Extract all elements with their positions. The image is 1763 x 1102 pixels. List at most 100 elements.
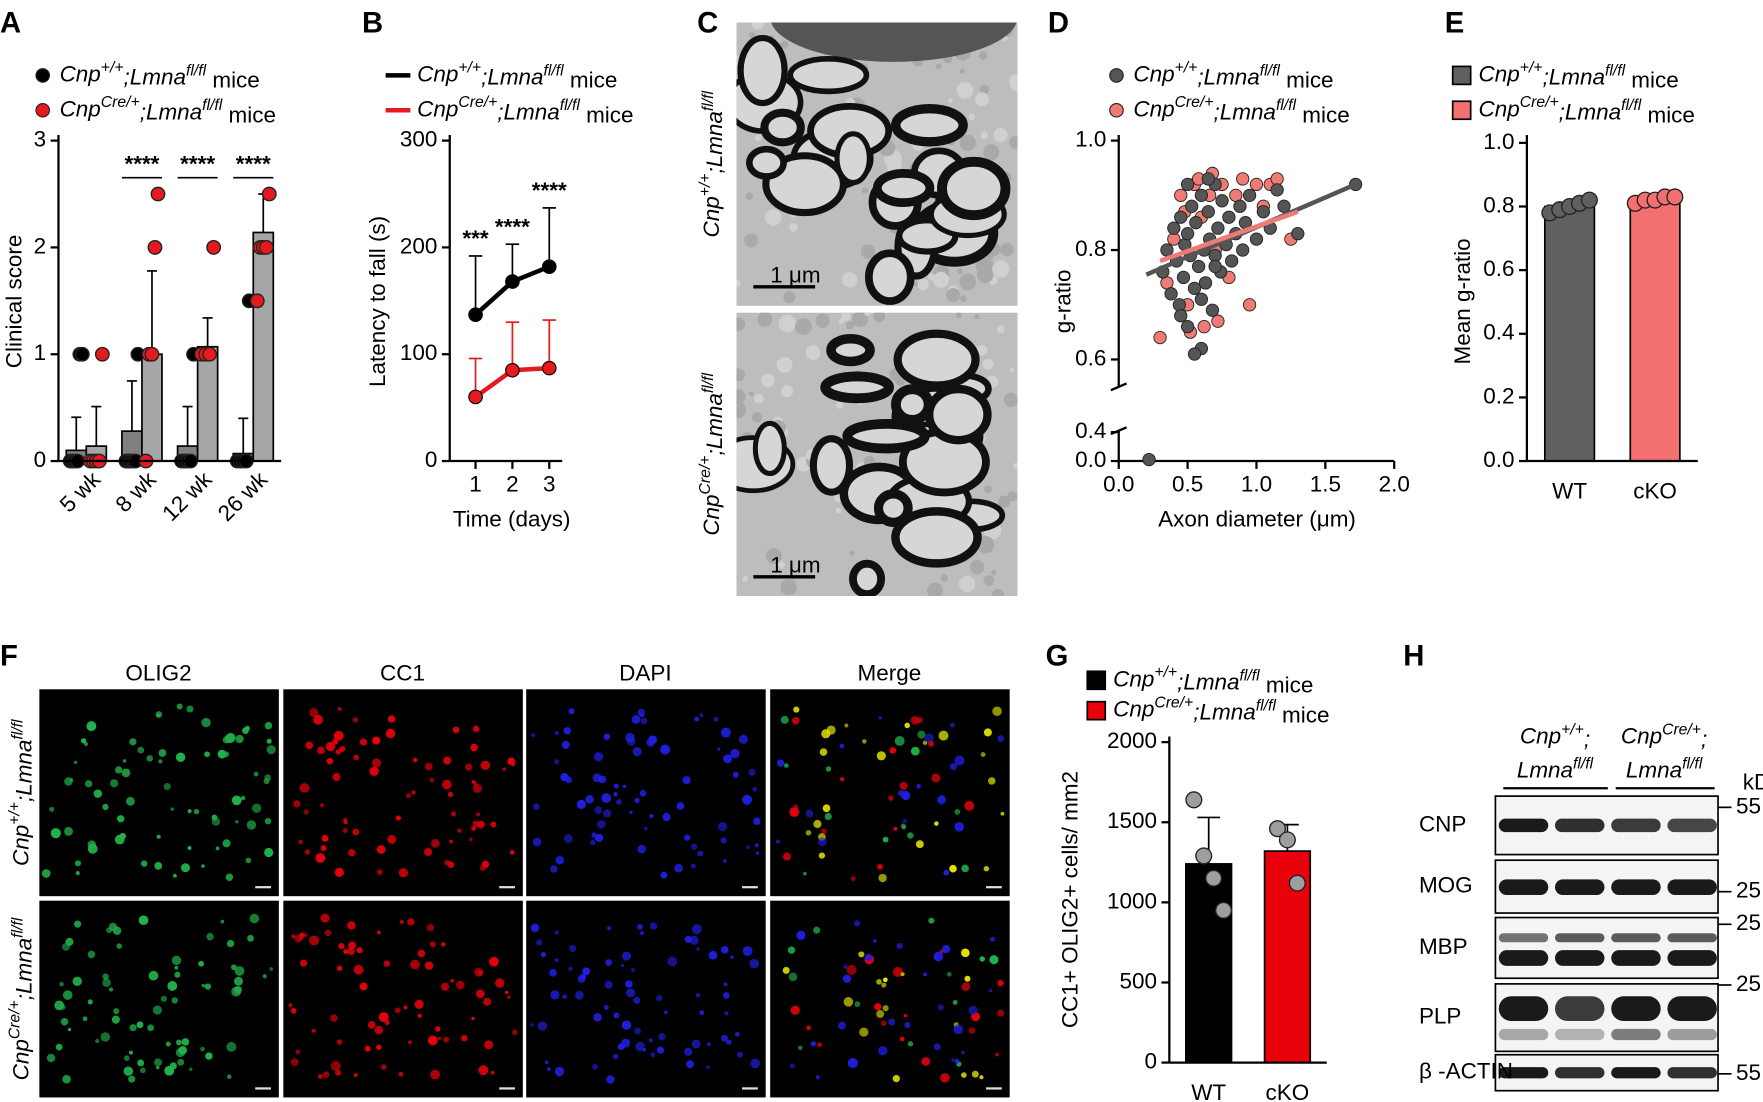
data-point — [206, 240, 222, 255]
texture — [948, 98, 953, 103]
micrograph — [736, 22, 1018, 306]
cell — [447, 791, 454, 798]
cell — [937, 795, 946, 805]
texture — [978, 51, 988, 60]
cell — [170, 807, 175, 811]
cell — [374, 1025, 384, 1035]
data-point — [147, 240, 163, 255]
legend-swatch — [35, 102, 51, 118]
text-run: fl/fl — [1256, 698, 1277, 715]
cell — [114, 834, 125, 845]
cell — [592, 773, 602, 783]
cell — [683, 834, 691, 841]
cell — [554, 930, 560, 935]
cell — [398, 868, 409, 878]
text-run: Cnp — [699, 494, 724, 535]
cell — [780, 715, 789, 724]
bar — [196, 345, 219, 462]
cell — [372, 736, 381, 745]
cell — [789, 1063, 796, 1069]
x-tick-label: WT — [1552, 478, 1587, 503]
x-tick-label: 0.5 — [1172, 472, 1203, 497]
cell — [472, 725, 480, 733]
cell — [577, 974, 586, 983]
texture — [983, 485, 992, 494]
cell — [309, 707, 319, 718]
cell — [311, 1028, 316, 1033]
cell — [602, 809, 612, 818]
cell — [410, 959, 420, 970]
cell — [102, 978, 111, 987]
cell — [721, 946, 729, 954]
bar — [1543, 205, 1596, 462]
cell — [750, 1058, 760, 1069]
cell — [691, 924, 702, 935]
panel-letter: F — [0, 641, 18, 673]
cell — [121, 768, 131, 778]
texture — [993, 127, 1008, 142]
cell — [723, 992, 730, 999]
myelin-ring — [826, 333, 875, 367]
cell — [888, 1018, 896, 1026]
cell — [532, 837, 542, 847]
cell — [471, 825, 477, 831]
myelin-ring — [752, 420, 787, 477]
texture — [975, 92, 989, 107]
data-point — [1180, 226, 1195, 241]
cell — [211, 817, 221, 826]
cell — [950, 722, 955, 728]
data-point — [1249, 177, 1264, 192]
y-axis-label: Mean g-ratio — [1450, 238, 1475, 364]
cell — [471, 1016, 475, 1021]
cell — [594, 806, 603, 814]
panel-letter: C — [697, 8, 718, 40]
cell — [367, 1021, 376, 1029]
x-tick-label: WT — [1191, 1080, 1226, 1102]
cell — [74, 920, 82, 928]
texture — [789, 223, 798, 232]
cell — [290, 1058, 299, 1067]
cell — [380, 1064, 387, 1070]
texture — [861, 187, 869, 194]
data-point — [1242, 298, 1257, 312]
cell — [385, 728, 396, 739]
cell — [798, 1045, 803, 1051]
micrograph — [736, 312, 1018, 596]
cell — [989, 955, 999, 965]
cell — [839, 743, 845, 749]
cell — [154, 1058, 162, 1067]
texture — [1007, 491, 1018, 502]
texture — [946, 288, 961, 303]
cell — [429, 941, 436, 948]
texture — [736, 389, 746, 405]
data-point — [1256, 205, 1270, 219]
cell — [424, 961, 434, 970]
cell — [300, 959, 308, 967]
data-point — [1580, 191, 1598, 209]
cell — [226, 939, 235, 948]
cell — [842, 974, 852, 983]
x-tick-label: 2 — [506, 472, 519, 497]
cell — [163, 782, 171, 791]
group-label: Cnp+/+; — [1520, 722, 1590, 752]
text-run: ;Lmna — [702, 393, 727, 455]
texture — [873, 312, 886, 323]
cell — [550, 990, 560, 1000]
cell — [546, 1067, 551, 1071]
cell — [175, 1039, 182, 1046]
cell — [612, 1053, 619, 1060]
cell — [622, 951, 631, 961]
cell — [469, 837, 473, 842]
channel-label: OLIG2 — [125, 661, 191, 686]
data-point — [1211, 314, 1225, 328]
cell — [942, 945, 951, 954]
text-run: +/+ — [458, 59, 481, 76]
cell — [338, 942, 345, 950]
cell — [815, 1075, 821, 1080]
cell — [533, 803, 540, 810]
data-point — [1268, 820, 1287, 838]
cell — [655, 994, 663, 1002]
cell — [174, 971, 181, 978]
texture — [748, 391, 754, 397]
cell — [108, 987, 114, 992]
